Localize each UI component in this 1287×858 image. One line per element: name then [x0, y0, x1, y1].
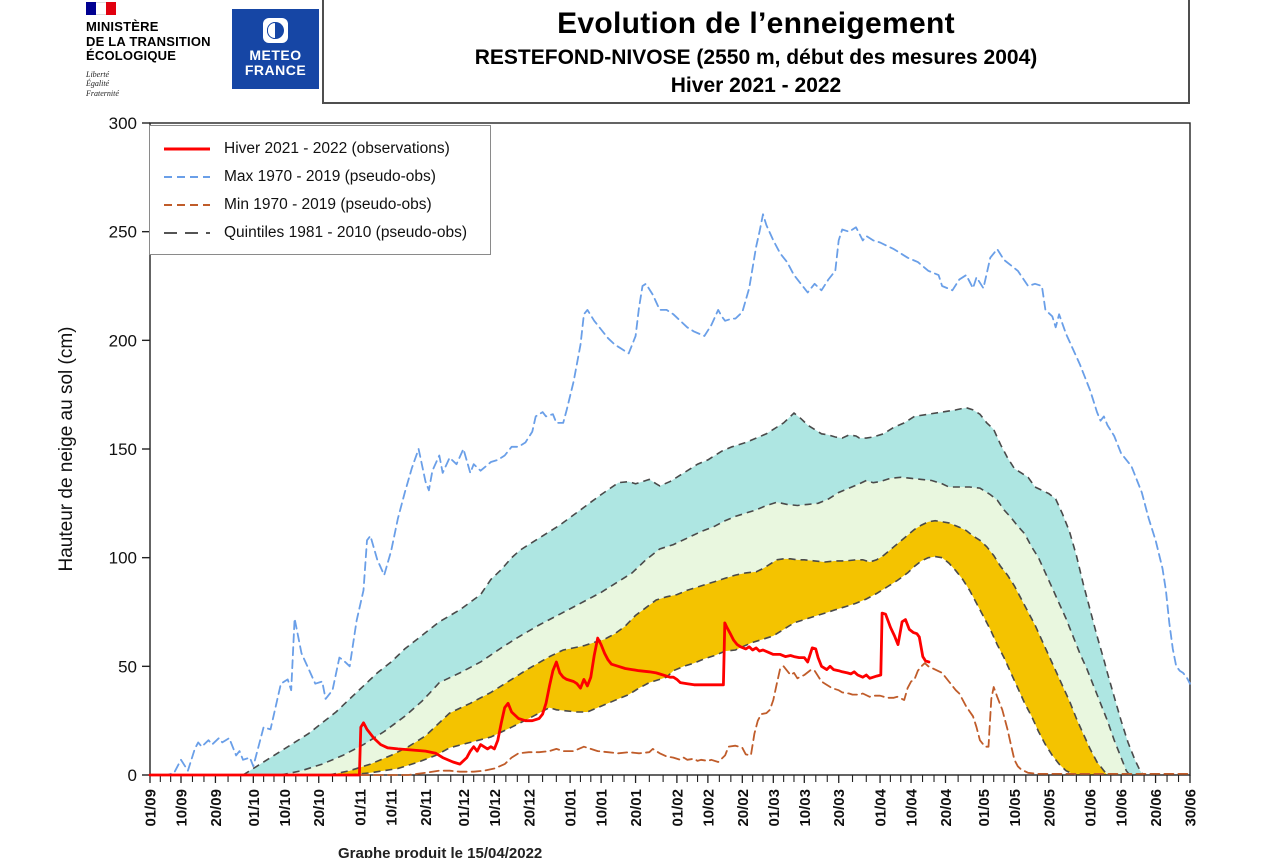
x-tick-label: 01/11: [353, 789, 370, 826]
x-tick-label: 10/11: [384, 789, 401, 826]
motto-liberte: Liberté: [86, 69, 110, 79]
x-tick-label: 10/12: [487, 789, 504, 827]
min-1970-2019-line: [149, 662, 1191, 776]
meteo-france-icon: [263, 18, 288, 43]
legend-item-quintiles: Quintiles 1981 - 2010 (pseudo-obs): [164, 219, 480, 247]
y-tick-label: 100: [109, 549, 137, 568]
motto-fraternite: Fraternité: [86, 88, 119, 98]
legend-label-max: Max 1970 - 2019 (pseudo-obs): [224, 168, 436, 185]
quintile-line-q60: [280, 476, 1131, 776]
chart-subtitle-station: RESTEFOND-NIVOSE (2550 m, début des mesu…: [474, 46, 1038, 69]
ministry-name: MINISTÈRE DE LA TRANSITION ÉCOLOGIQUE: [86, 19, 236, 64]
observations-2021-2022-line: [148, 611, 931, 777]
quintile-band-60-80: [243, 407, 1144, 775]
x-tick-label: 30/06: [1183, 789, 1200, 827]
x-tick-label: 10/05: [1007, 789, 1024, 827]
legend-label-quintiles: Quintiles 1981 - 2010 (pseudo-obs): [224, 224, 467, 241]
x-tick-label: 20/01: [628, 789, 645, 827]
mf-line1: METEO: [249, 47, 302, 63]
ministry-logo: MINISTÈRE DE LA TRANSITION ÉCOLOGIQUE Li…: [86, 2, 236, 98]
x-tick-label: 10/04: [904, 788, 921, 826]
chart-legend: Hiver 2021 - 2022 (observations) Max 1970…: [149, 125, 491, 255]
motto-egalite: Égalité: [86, 79, 110, 88]
x-tick-label: 01/05: [976, 789, 993, 827]
legend-line-sample-quintiles: [164, 232, 210, 234]
y-tick-label: 0: [128, 766, 137, 785]
legend-label-min: Min 1970 - 2019 (pseudo-obs): [224, 196, 432, 213]
x-tick-label: 10/06: [1114, 789, 1131, 827]
x-tick-label: 10/01: [594, 789, 611, 827]
y-tick-label: 200: [109, 331, 137, 350]
x-tick-label: 01/03: [766, 789, 783, 827]
x-tick-label: 20/06: [1148, 789, 1165, 827]
quintile-band-40-60: [280, 477, 1130, 775]
x-tick-label: 20/04: [938, 788, 955, 826]
legend-item-max: Max 1970 - 2019 (pseudo-obs): [164, 163, 480, 191]
y-axis-title: Hauteur de neige au sol (cm): [56, 326, 77, 571]
legend-item-min: Min 1970 - 2019 (pseudo-obs): [164, 191, 480, 219]
ministry-line2: DE LA TRANSITION: [86, 33, 211, 49]
graph-produced-caption: Graphe produit le 15/04/2022: [338, 845, 543, 858]
quintile-line-q40: [328, 519, 1109, 776]
x-tick-label: 01/10: [246, 789, 263, 827]
x-tick-label: 20/11: [418, 789, 435, 826]
x-tick-label: 01/09: [143, 789, 160, 827]
legend-item-obs: Hiver 2021 - 2022 (observations): [164, 135, 480, 163]
legend-label-obs: Hiver 2021 - 2022 (observations): [224, 140, 450, 157]
quintile-line-q20: [349, 555, 1077, 776]
ministry-line3: ÉCOLOGIQUE: [86, 48, 177, 63]
x-tick-label: 20/12: [521, 789, 538, 827]
title-box: Evolution de l’enneigement RESTEFOND-NIV…: [322, 0, 1190, 104]
x-tick-label: 10/10: [277, 789, 294, 827]
mf-line2: FRANCE: [244, 62, 307, 78]
x-tick-label: 01/06: [1083, 789, 1100, 827]
max-1970-2019-line: [149, 213, 1191, 776]
x-tick-label: 01/12: [456, 789, 473, 827]
meteo-france-logo: METEO FRANCE: [232, 9, 319, 89]
flag-red-stripe: [106, 2, 116, 15]
french-flag-icon: [86, 2, 116, 15]
quintile-band-20-40: [329, 520, 1108, 775]
x-tick-label: 20/02: [735, 789, 752, 827]
mf-icon-crescent: [267, 22, 276, 39]
x-tick-label: 10/03: [797, 789, 814, 827]
chart-subtitle-season: Hiver 2021 - 2022: [670, 74, 842, 97]
y-tick-label: 150: [109, 440, 137, 459]
y-tick-label: 50: [118, 657, 137, 676]
x-tick-label: 01/02: [669, 789, 686, 827]
y-tick-label: 250: [109, 223, 137, 242]
y-tick-label: 300: [109, 114, 137, 133]
x-tick-label: 20/09: [208, 789, 225, 827]
legend-line-sample-obs: [164, 147, 210, 151]
flag-white-stripe: [96, 2, 106, 15]
x-tick-label: 01/01: [563, 789, 580, 827]
x-tick-label: 20/05: [1041, 789, 1058, 827]
x-tick-label: 20/10: [311, 789, 328, 827]
x-tick-label: 10/09: [173, 789, 190, 827]
ministry-line1: MINISTÈRE: [86, 19, 159, 34]
x-tick-label: 20/03: [831, 789, 848, 827]
ministry-motto: Liberté Égalité Fraternité: [86, 70, 236, 99]
legend-line-sample-max: [164, 176, 210, 178]
flag-blue-stripe: [86, 2, 96, 15]
meteo-france-wordmark: METEO FRANCE: [245, 48, 306, 78]
x-tick-label: 10/02: [700, 789, 717, 827]
chart-title: Evolution de l’enneigement: [557, 7, 955, 40]
quintile-line-q80: [242, 406, 1145, 776]
x-tick-label: 01/04: [873, 788, 890, 826]
legend-line-sample-min: [164, 204, 210, 206]
